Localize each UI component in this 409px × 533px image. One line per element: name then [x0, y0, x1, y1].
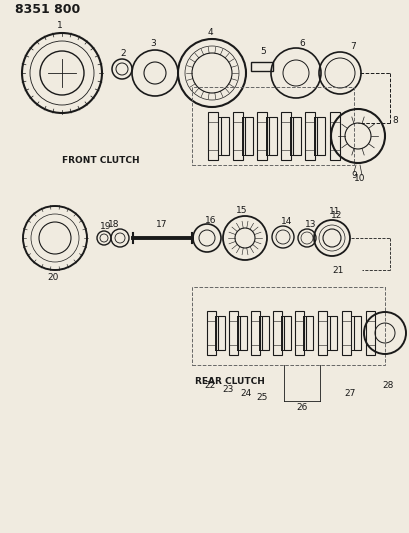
Bar	[191, 87, 353, 165]
Bar	[283, 316, 290, 350]
Text: 4: 4	[207, 28, 212, 36]
Bar	[229, 311, 237, 355]
Text: 2: 2	[120, 49, 126, 58]
Bar	[272, 311, 281, 355]
Text: 1: 1	[57, 20, 63, 29]
Bar	[304, 112, 314, 160]
Text: REAR CLUTCH: REAR CLUTCH	[195, 376, 264, 385]
Bar	[329, 316, 336, 350]
Bar	[365, 311, 374, 355]
Text: 6: 6	[299, 38, 304, 47]
Bar	[207, 112, 218, 160]
Bar	[316, 117, 324, 155]
Text: 15: 15	[236, 206, 247, 214]
Text: 20: 20	[47, 272, 58, 281]
Bar	[191, 287, 384, 365]
Text: 5: 5	[259, 46, 265, 55]
Text: FRONT CLUTCH: FRONT CLUTCH	[62, 156, 139, 165]
Bar	[220, 117, 229, 155]
Text: 11: 11	[328, 206, 340, 215]
Text: 17: 17	[156, 220, 167, 229]
Bar	[294, 311, 303, 355]
Text: 8351 800: 8351 800	[15, 3, 80, 15]
Text: 3: 3	[150, 38, 155, 47]
Bar	[218, 316, 225, 350]
Text: 14: 14	[281, 216, 292, 225]
Text: 26: 26	[296, 402, 307, 411]
Bar	[232, 112, 243, 160]
Text: 10: 10	[353, 174, 365, 182]
Bar	[261, 316, 268, 350]
Bar	[239, 316, 246, 350]
Text: 12: 12	[330, 211, 342, 220]
Bar	[329, 112, 339, 160]
Bar	[353, 316, 360, 350]
Bar	[280, 112, 290, 160]
Bar	[250, 62, 272, 71]
Text: 27: 27	[344, 389, 355, 398]
Text: 16: 16	[205, 215, 216, 224]
Text: 28: 28	[381, 381, 393, 390]
Bar	[207, 311, 216, 355]
Text: 19: 19	[100, 222, 112, 230]
Text: 18: 18	[108, 220, 119, 229]
Bar	[268, 117, 276, 155]
Bar	[292, 117, 300, 155]
Text: 9: 9	[350, 171, 356, 180]
Text: 22: 22	[204, 381, 215, 390]
Text: 25: 25	[256, 392, 267, 401]
Text: 13: 13	[305, 220, 316, 229]
Text: 24: 24	[240, 389, 251, 398]
Bar	[250, 311, 259, 355]
Text: 8: 8	[391, 116, 397, 125]
Bar	[341, 311, 350, 355]
Bar	[256, 112, 266, 160]
Bar	[245, 117, 252, 155]
Text: 7: 7	[349, 42, 355, 51]
Bar	[317, 311, 326, 355]
Text: 23: 23	[222, 384, 233, 393]
Bar	[305, 316, 312, 350]
Text: 21: 21	[332, 265, 343, 274]
